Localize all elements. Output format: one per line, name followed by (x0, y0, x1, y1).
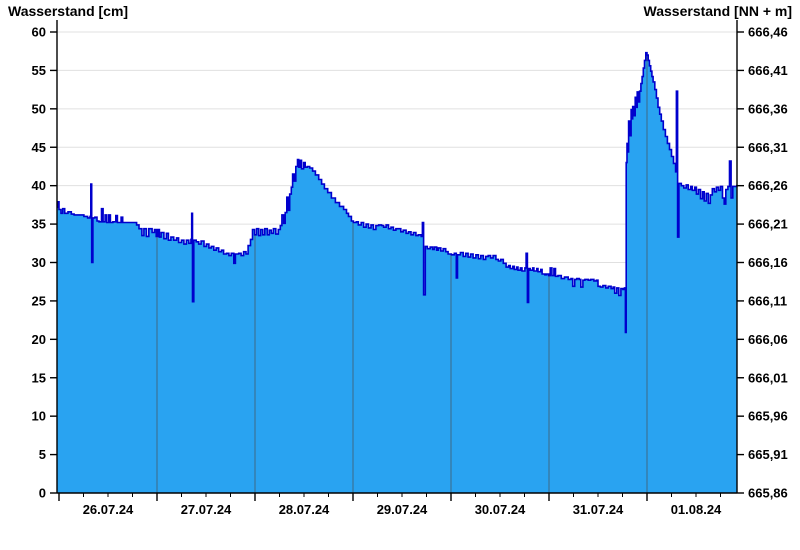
series-line (57, 51, 738, 334)
left-tick-label: 55 (32, 63, 46, 78)
right-axis-title: Wasserstand [NN + m] (643, 3, 792, 19)
right-tick-label: 665,96 (748, 409, 788, 424)
x-axis-ticks: 26.07.24 27.07.24 28.07.24 29.07.24 30.07.24… (58, 493, 722, 517)
right-tick-label: 665,91 (748, 447, 788, 462)
left-tick-label: 5 (39, 447, 46, 462)
left-tick-label: 20 (32, 332, 46, 347)
right-tick-label: 666,46 (748, 25, 788, 40)
left-tick-label: 50 (32, 101, 46, 116)
left-tick-label: 0 (39, 486, 46, 501)
left-tick-label: 45 (32, 140, 46, 155)
x-tick-label: 01.08.24 (671, 502, 722, 517)
left-tick-label: 40 (32, 178, 46, 193)
x-tick-label: 29.07.24 (377, 502, 428, 517)
right-tick-label: 666,06 (748, 332, 788, 347)
x-tick-label: 30.07.24 (475, 502, 526, 517)
right-tick-label: 666,16 (748, 255, 788, 270)
x-tick-label: 26.07.24 (83, 502, 134, 517)
right-tick-label: 666,41 (748, 63, 788, 78)
left-tick-label: 35 (32, 217, 46, 232)
left-tick-label: 10 (32, 409, 46, 424)
x-tick-label: 28.07.24 (279, 502, 330, 517)
right-tick-label: 665,86 (748, 486, 788, 501)
left-tick-label: 25 (32, 293, 46, 308)
right-tick-label: 666,21 (748, 217, 788, 232)
left-axis-ticks: 0 5 10 15 20 25 30 35 40 45 50 55 60 (32, 25, 57, 501)
right-tick-label: 666,01 (748, 370, 788, 385)
left-tick-label: 15 (32, 370, 46, 385)
x-tick-label: 31.07.24 (573, 502, 624, 517)
right-tick-label: 666,31 (748, 140, 788, 155)
left-tick-label: 30 (32, 255, 46, 270)
right-axis-ticks: 665,86 665,91 665,96 666,01 666,06 666,11 666,… (737, 25, 788, 501)
right-tick-label: 666,11 (748, 293, 787, 308)
area-series-fill (57, 52, 737, 493)
right-tick-label: 666,26 (748, 178, 788, 193)
left-tick-label: 60 (32, 25, 46, 40)
left-axis-title: Wasserstand [cm] (8, 3, 129, 19)
right-tick-label: 666,36 (748, 101, 788, 116)
x-tick-label: 27.07.24 (181, 502, 232, 517)
